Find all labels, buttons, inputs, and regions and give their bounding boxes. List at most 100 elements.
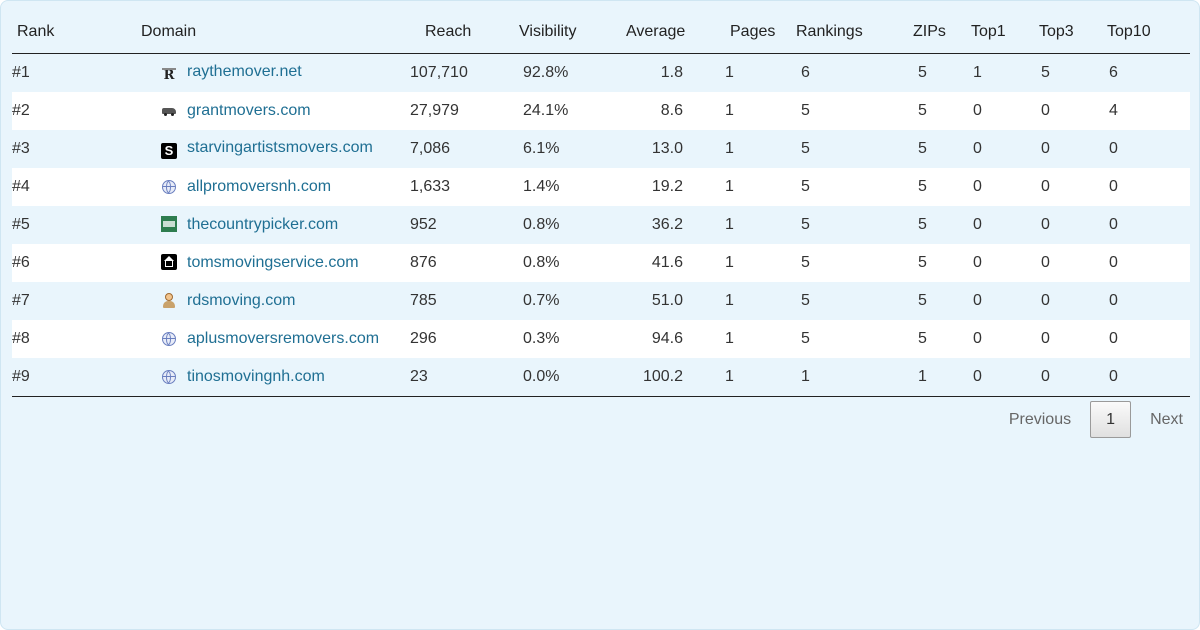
top3-cell: 0 [1031, 358, 1099, 397]
zips-cell: 5 [918, 330, 927, 347]
domain-cell: aplusmoversremovers.com [84, 320, 410, 358]
domain-link[interactable]: aplusmoversremovers.com [187, 330, 380, 347]
rankings-cell: 5 [801, 178, 810, 195]
pages-cell: 1 [725, 254, 734, 271]
reach-cell: 1,633 [410, 178, 451, 195]
average-cell: 8.6 [660, 102, 683, 119]
column-header-zips[interactable]: ZIPs [901, 11, 963, 54]
reach-cell: 27,979 [410, 102, 459, 119]
rankings-cell: 5 [801, 292, 810, 309]
reach-cell: 23 [410, 358, 514, 397]
top3-cell: 0 [1041, 140, 1050, 157]
top1-cell: 0 [973, 330, 982, 347]
globe-icon [162, 332, 176, 346]
previous-page-button[interactable]: Previous [1008, 410, 1072, 428]
visibility-cell: 0.7% [523, 292, 560, 309]
domain-link[interactable]: tinosmovingnh.com [187, 368, 325, 385]
person-icon [161, 292, 177, 308]
truck-icon [161, 102, 177, 118]
reach-cell: 876 [410, 254, 437, 271]
domain-cell: allpromoversnh.com [84, 168, 410, 206]
domain-cell: thecountrypicker.com [84, 206, 410, 244]
column-header-average[interactable]: Average [618, 11, 716, 54]
zips-cell: 5 [918, 254, 927, 271]
domain-link[interactable]: thecountrypicker.com [187, 216, 339, 233]
top3-cell: 0 [1041, 102, 1050, 119]
rankings-table: Rank Domain Reach Visibility Average Pag… [12, 11, 1190, 397]
top3-cell: 0 [1041, 254, 1050, 271]
visibility-cell: 0.8% [523, 254, 560, 271]
table-header-row: Rank Domain Reach Visibility Average Pag… [12, 11, 1190, 54]
domain-link[interactable]: tomsmovingservice.com [187, 254, 359, 271]
column-header-top3[interactable]: Top3 [1031, 11, 1099, 54]
visibility-cell: 24.1% [523, 102, 569, 119]
column-header-top10[interactable]: Top10 [1099, 11, 1190, 54]
domain-link[interactable]: allpromoversnh.com [187, 178, 332, 195]
rank-cell: #7 [12, 292, 30, 309]
column-header-rankings[interactable]: Rankings [796, 11, 901, 54]
rank-cell: #5 [12, 216, 30, 233]
table-row: #9 tinosmovingnh.com 23 0.0% 100.2 1 1 1 0 0 0 [12, 358, 1190, 397]
top3-cell: 5 [1041, 64, 1050, 81]
s-logo-icon: S [161, 143, 177, 159]
rank-cell: #4 [12, 178, 30, 195]
top10-cell: 0 [1109, 254, 1118, 271]
top10-cell: 0 [1109, 140, 1118, 157]
table-row: #4 allpromoversnh.com 1,633 1.4% 19.2 1 5 5 0 0 0 [12, 168, 1190, 206]
domain-link[interactable]: grantmovers.com [187, 102, 311, 119]
top3-cell: 0 [1041, 178, 1050, 195]
next-page-button[interactable]: Next [1150, 410, 1183, 428]
domain-cell: tomsmovingservice.com [84, 244, 410, 282]
rank-cell: #2 [12, 102, 30, 119]
current-page-button[interactable]: 1 [1090, 401, 1132, 438]
zips-cell: 1 [901, 358, 963, 397]
zips-cell: 5 [918, 178, 927, 195]
visibility-cell: 92.8% [523, 64, 569, 81]
column-header-pages[interactable]: Pages [716, 11, 796, 54]
domain-link[interactable]: rdsmoving.com [187, 292, 296, 309]
top10-cell: 4 [1109, 102, 1118, 119]
rankings-cell: 5 [801, 254, 810, 271]
pagination: Previous 1 Next [990, 401, 1188, 438]
rank-cell: #6 [12, 254, 30, 271]
top3-cell: 0 [1041, 292, 1050, 309]
average-cell: 94.6 [651, 330, 683, 347]
visibility-cell: 0.0% [514, 358, 618, 397]
average-cell: 100.2 [618, 358, 716, 397]
zips-cell: 5 [918, 140, 927, 157]
top1-cell: 0 [973, 292, 982, 309]
column-header-reach[interactable]: Reach [410, 11, 514, 54]
rankings-cell: 5 [801, 102, 810, 119]
column-header-rank[interactable]: Rank [12, 11, 84, 54]
pages-cell: 1 [725, 330, 734, 347]
rankings-cell: 1 [796, 358, 901, 397]
column-header-visibility[interactable]: Visibility [514, 11, 618, 54]
top10-cell: 0 [1109, 216, 1118, 233]
rank-cell: #3 [12, 140, 30, 157]
reach-cell: 107,710 [410, 64, 468, 81]
visibility-cell: 0.3% [523, 330, 560, 347]
reach-cell: 785 [410, 292, 437, 309]
pages-cell: 1 [725, 64, 734, 81]
zips-cell: 5 [918, 292, 927, 309]
rankings-cell: 6 [801, 64, 810, 81]
domain-link[interactable]: raythemover.net [187, 62, 302, 80]
reach-cell: 296 [410, 330, 437, 347]
pages-cell: 1 [725, 140, 734, 157]
domain-link[interactable]: starvingartistsmovers.com [187, 139, 373, 156]
table-row: #7 rdsmoving.com 785 0.7% 51.0 1 5 5 0 0 0 [12, 282, 1190, 320]
table-row: #6 tomsmovingservice.com 876 0.8% 41.6 1 5 5 0 0 0 [12, 244, 1190, 282]
top3-cell: 0 [1041, 330, 1050, 347]
column-header-domain[interactable]: Domain [84, 11, 410, 54]
column-header-top1[interactable]: Top1 [963, 11, 1031, 54]
average-cell: 51.0 [651, 292, 683, 309]
rankings-cell: 5 [801, 216, 810, 233]
zips-cell: 5 [918, 64, 927, 81]
rankings-cell: 5 [801, 140, 810, 157]
pages-cell: 1 [725, 178, 734, 195]
